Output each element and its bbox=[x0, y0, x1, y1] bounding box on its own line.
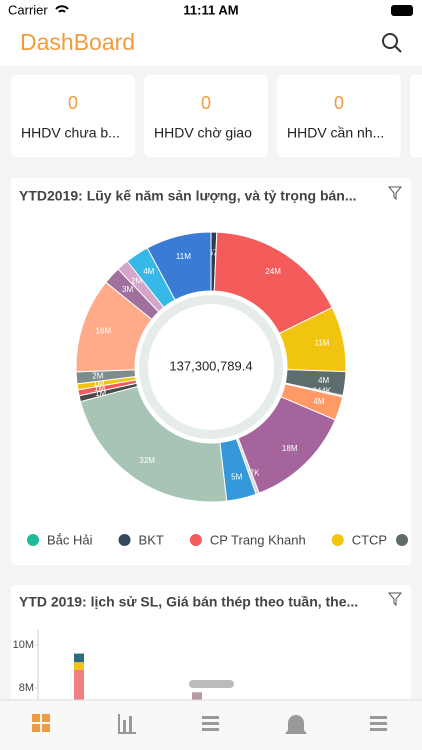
segment-label: 32M bbox=[139, 456, 155, 465]
carrier: Carrier bbox=[8, 2, 48, 17]
y-tick-label: 10M bbox=[13, 639, 34, 651]
legend-swatch bbox=[118, 534, 131, 546]
segment-label: 2M bbox=[92, 371, 103, 380]
tab-list[interactable] bbox=[202, 716, 219, 731]
card[interactable] bbox=[277, 75, 401, 157]
segment-label: 4M bbox=[318, 376, 329, 385]
filter-icon[interactable] bbox=[387, 186, 403, 201]
card-label: HHDV chưa b... bbox=[21, 125, 120, 141]
segment-label: 5M bbox=[231, 473, 242, 482]
segment-label: 3M bbox=[122, 285, 133, 294]
search-icon[interactable] bbox=[382, 33, 402, 53]
bar-segment bbox=[192, 692, 202, 700]
card-label: HHDV chờ giao bbox=[154, 125, 252, 141]
segment-label: 244K bbox=[312, 387, 331, 396]
donut-hole bbox=[148, 304, 274, 430]
card-value: 0 bbox=[201, 93, 211, 113]
bar-segment bbox=[74, 653, 84, 663]
app-title: DashBoard bbox=[20, 29, 135, 55]
bar-segment bbox=[74, 669, 84, 700]
segment-label: 4M bbox=[143, 267, 154, 276]
y-tick-label: 8M bbox=[19, 682, 34, 694]
card-title: YTD 2019: lịch sử SL, Giá bán thép theo … bbox=[19, 594, 358, 610]
tab-menu[interactable] bbox=[370, 716, 387, 731]
tooltip-handle bbox=[189, 680, 234, 688]
top-bar bbox=[0, 0, 422, 66]
segment-label: 1M bbox=[94, 384, 105, 393]
donut-total: 137,300,789.4 bbox=[169, 358, 252, 373]
legend-swatch bbox=[189, 534, 202, 546]
bar-card bbox=[11, 585, 411, 715]
segment-label: 1M bbox=[93, 379, 104, 388]
legend-label: BKT bbox=[139, 532, 164, 547]
legend-swatch bbox=[396, 534, 408, 546]
segment-label: 11M bbox=[315, 338, 330, 347]
segment-label: 11M bbox=[176, 252, 191, 261]
legend-swatch bbox=[331, 534, 344, 546]
card-value: 0 bbox=[68, 93, 78, 113]
segment-label: 4M bbox=[313, 397, 324, 406]
wifi-icon bbox=[55, 5, 69, 13]
filter-icon[interactable] bbox=[387, 592, 403, 607]
card[interactable] bbox=[11, 75, 135, 157]
segment-label: 967K bbox=[204, 249, 223, 258]
bar-segment bbox=[74, 662, 84, 670]
segment-label: 1M bbox=[95, 389, 106, 398]
segment-label: 2M bbox=[131, 276, 142, 285]
battery bbox=[391, 5, 413, 16]
legend-swatch bbox=[27, 534, 39, 546]
time: 11:11 AM bbox=[183, 2, 238, 17]
card-title: YTD2019: Lũy kế năm sản lượng, và tỷ trọ… bbox=[19, 188, 357, 204]
donut-segment bbox=[146, 231, 212, 301]
segment-label: 18M bbox=[282, 444, 298, 453]
legend-label: CP Trang Khanh bbox=[210, 532, 306, 547]
tab-chart[interactable] bbox=[118, 714, 136, 734]
card-value: 0 bbox=[334, 93, 344, 113]
card[interactable] bbox=[144, 75, 268, 157]
segment-label: 16M bbox=[96, 326, 112, 335]
segment-label: 24M bbox=[265, 267, 281, 276]
card[interactable] bbox=[410, 75, 422, 157]
donut-segment bbox=[79, 385, 228, 503]
legend-label: Bắc Hải bbox=[47, 532, 93, 547]
legend-label: CTCP bbox=[352, 532, 387, 547]
segment-label: 547K bbox=[241, 469, 260, 478]
card-label: HHDV cần nh... bbox=[287, 125, 384, 141]
tab-dashboard[interactable] bbox=[32, 714, 50, 732]
tab-notifications[interactable] bbox=[285, 715, 307, 734]
